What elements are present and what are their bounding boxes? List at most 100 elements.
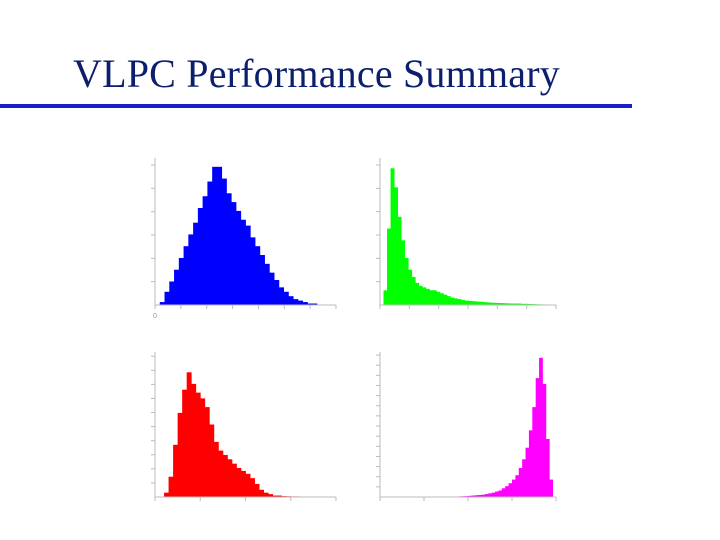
histogram-bar — [404, 257, 409, 305]
histogram-bar — [197, 207, 204, 305]
histogram-bar — [178, 257, 184, 305]
histogram-bar — [401, 240, 406, 305]
histogram-bar — [245, 225, 251, 305]
histogram-bar — [272, 495, 278, 497]
histogram-bar — [484, 494, 489, 497]
histogram-bar — [478, 301, 483, 305]
histogram-bar — [471, 495, 476, 497]
slide-title: VLPC Performance Summary — [73, 51, 560, 96]
histogram-bar — [503, 303, 508, 305]
histogram-bar — [505, 486, 510, 498]
histogram-bar — [488, 493, 493, 498]
histogram-bar — [545, 439, 550, 497]
histogram-bar — [168, 476, 174, 497]
histogram-bar — [302, 302, 308, 305]
histogram-bar — [209, 424, 215, 497]
histogram-bar — [453, 298, 458, 305]
histogram-bar — [539, 357, 543, 497]
histogram-bar — [174, 269, 180, 305]
histogram-bar — [468, 495, 472, 497]
histogram-bar — [506, 303, 511, 305]
histogram-bar — [522, 459, 526, 497]
histogram-bar — [235, 210, 242, 305]
histogram-bar — [212, 166, 218, 305]
histogram-bar — [263, 492, 269, 497]
histogram-bar — [216, 166, 223, 305]
histogram-bar — [207, 181, 213, 305]
histogram-bar — [274, 280, 280, 305]
histogram-bar — [387, 228, 391, 305]
histogram-bar — [397, 216, 402, 305]
histogram-bar — [513, 303, 518, 305]
histogram-bar — [439, 293, 444, 305]
histogram-red-panel — [151, 352, 337, 501]
histogram-bar — [457, 299, 462, 305]
histogram-bar — [236, 468, 242, 497]
histogram-bar — [492, 302, 497, 306]
histogram-bar — [478, 494, 482, 497]
histogram-bar — [474, 495, 479, 497]
histogram-bar — [264, 263, 270, 305]
histogram-bar — [499, 303, 504, 305]
histogram-bar — [415, 282, 420, 305]
histogram-bar — [268, 494, 274, 497]
x-tick-label: 0 — [153, 312, 157, 320]
histogram-bar — [411, 277, 416, 305]
histogram-bar — [169, 281, 175, 305]
histogram-bar — [218, 450, 224, 497]
histogram-bar — [188, 234, 194, 305]
histogram-bar — [293, 299, 299, 305]
histogram-bar — [221, 178, 227, 305]
histogram-bar — [450, 297, 455, 305]
histogram-bar — [520, 303, 525, 305]
histogram-bar — [408, 269, 413, 305]
histogram-magenta-panel — [376, 352, 557, 501]
histogram-bar — [549, 479, 554, 497]
histogram-bar — [255, 246, 261, 305]
histogram-bar — [213, 441, 219, 497]
histogram-bar — [297, 300, 304, 305]
histogram-bar — [525, 447, 530, 497]
histogram-bar — [307, 303, 313, 305]
histogram-bar — [528, 430, 533, 497]
histogram-bar — [489, 302, 494, 305]
histogram-bar — [418, 285, 423, 305]
histogram-bar — [312, 303, 318, 305]
histogram-bar — [240, 219, 246, 305]
histogram-bar — [164, 291, 170, 305]
histogram-bar — [173, 444, 179, 497]
histogram-bar — [422, 287, 427, 305]
histogram-bar — [443, 294, 448, 305]
histogram-bar — [512, 479, 516, 497]
histogram-bar — [518, 468, 523, 497]
histogram-bar — [390, 168, 395, 305]
histogram-bar — [517, 303, 522, 305]
histogram-bar — [177, 412, 183, 497]
histogram-bar — [475, 301, 479, 305]
histogram-bar — [231, 202, 237, 305]
histogram-bar — [383, 290, 388, 305]
histogram-bar — [532, 407, 537, 497]
histogram-bar — [429, 290, 434, 305]
histogram-bar — [464, 300, 469, 305]
histogram-bar — [254, 483, 260, 497]
histogram-bar — [432, 290, 437, 305]
histogram-bar — [436, 291, 441, 305]
histogram-bar — [222, 454, 228, 497]
histogram-bar — [485, 302, 490, 305]
histogram-bar — [468, 300, 472, 305]
title-underline — [0, 104, 632, 108]
histogram-bar — [510, 303, 515, 305]
histogram-bar — [226, 193, 232, 305]
histogram-bar — [288, 296, 294, 305]
histogram-bar — [278, 287, 284, 305]
histogram-bar — [200, 398, 206, 497]
histogram-bar — [259, 255, 265, 305]
histogram-bar — [231, 463, 237, 497]
histogram-bar — [250, 237, 256, 305]
histogram-bar — [496, 302, 501, 305]
histogram-bar — [250, 478, 255, 497]
histogram-bar — [498, 490, 503, 497]
histogram-blue-panel: 0 — [151, 158, 337, 320]
